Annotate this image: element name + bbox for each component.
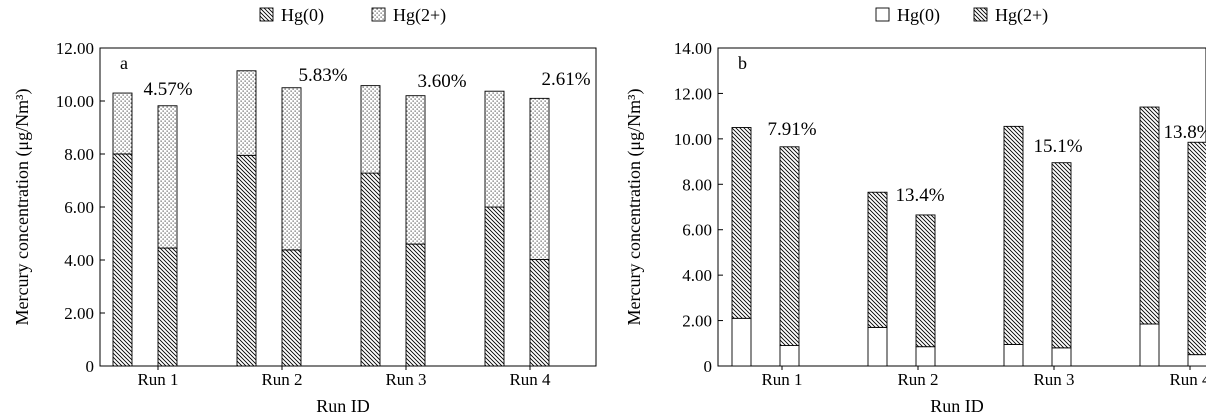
legend: Hg(0) Hg(2+)	[875, 5, 1048, 26]
y-tick-label: 2.00	[64, 304, 94, 323]
y-tick-label: 4.00	[682, 266, 712, 285]
y-tick-label: 0	[704, 357, 713, 376]
bar-segment	[1003, 343, 1024, 367]
y-tick-label: 14.00	[674, 39, 712, 58]
bar-segment	[360, 85, 381, 174]
y-tick-label: 8.00	[64, 145, 94, 164]
bars	[112, 70, 550, 367]
panel-label: b	[738, 53, 747, 73]
y-ticks: 0 2.00 4.00 6.00 8.00 10.00 12.00 Run 1 Run 2 Run…	[56, 39, 551, 389]
bar-segment	[779, 146, 800, 347]
bar-segment	[157, 247, 178, 367]
y-tick-label: 6.00	[64, 198, 94, 217]
y-tick-label: 8.00	[682, 175, 712, 194]
x-tick-label: Run 2	[261, 370, 302, 389]
x-tick-label: Run 3	[385, 370, 426, 389]
bar-segment	[1187, 141, 1206, 356]
bar-segment	[529, 97, 550, 260]
removal-rate-label: 13.8%	[1163, 122, 1206, 143]
legend-swatch	[371, 7, 386, 22]
y-tick-label: 2.00	[682, 312, 712, 331]
annotations: 7.91% 13.4% 15.1% 13.8%	[767, 119, 1206, 206]
bar-segment	[112, 92, 133, 155]
bar-segment	[1003, 125, 1024, 345]
panel-label: a	[120, 53, 128, 73]
y-tick-label: 12.00	[674, 84, 712, 103]
x-tick-label: Run 2	[897, 370, 938, 389]
bar-segment	[867, 326, 888, 367]
chart-panel-b: Hg(0) Hg(2+) 0 2.00 4.00 6.00 8.00 10.00 12.00 1…	[624, 5, 1206, 416]
legend: Hg(0) Hg(2+)	[259, 5, 446, 26]
bar-segment	[731, 127, 752, 319]
x-tick-label: Run 4	[509, 370, 551, 389]
y-tick-label: 12.00	[56, 39, 94, 58]
bar-segment	[484, 206, 505, 367]
legend-label: Hg(2+)	[393, 5, 446, 26]
y-tick-label: 4.00	[64, 251, 94, 270]
bar-segment	[405, 243, 426, 367]
x-axis-label: Run ID	[930, 396, 984, 416]
x-axis-label: Run ID	[316, 396, 370, 416]
removal-rate-label: 5.83%	[298, 65, 347, 86]
y-tick-label: 6.00	[682, 221, 712, 240]
legend-label: Hg(2+)	[995, 5, 1048, 26]
bar-segment	[484, 90, 505, 208]
plot-frame	[717, 47, 1206, 367]
annotations: 4.57% 5.83% 3.60% 2.61%	[143, 65, 590, 100]
bar-segment	[157, 105, 178, 249]
x-tick-label: Run 1	[761, 370, 802, 389]
bar-segment	[281, 87, 302, 251]
removal-rate-label: 13.4%	[895, 185, 944, 206]
y-axis-label: Mercury concentration (μg/Nm³)	[12, 89, 33, 326]
bar-segment	[1139, 323, 1160, 367]
bar-segment	[236, 70, 257, 156]
y-tick-label: 10.00	[674, 130, 712, 149]
legend-label: Hg(0)	[281, 5, 324, 26]
legend-swatch	[875, 7, 890, 22]
bar-segment	[281, 249, 302, 367]
x-tick-label: Run 3	[1033, 370, 1074, 389]
bar-segment	[360, 172, 381, 367]
bar-segment	[1139, 106, 1160, 325]
bar-segment	[529, 259, 550, 367]
x-tick-label: Run 4	[1169, 370, 1206, 389]
bar-segment	[236, 154, 257, 367]
bars	[731, 106, 1206, 367]
bar-segment	[867, 191, 888, 328]
removal-rate-label: 15.1%	[1033, 136, 1082, 157]
removal-rate-label: 3.60%	[417, 71, 466, 92]
x-tick-label: Run 1	[137, 370, 178, 389]
chart-panel-a: Hg(0) Hg(2+) 0 2.00 4.00 6.00 8.00 10.00 12.00 R…	[12, 5, 597, 416]
removal-rate-label: 7.91%	[767, 119, 816, 140]
legend-swatch	[973, 7, 988, 22]
y-tick-label: 10.00	[56, 92, 94, 111]
bar-segment	[1187, 354, 1206, 367]
bar-segment	[1051, 347, 1072, 367]
y-axis-label: Mercury concentration (μg/Nm³)	[624, 89, 645, 326]
y-ticks: 0 2.00 4.00 6.00 8.00 10.00 12.00 14.00 Run 1 Run…	[674, 39, 1206, 389]
bar-segment	[915, 346, 936, 367]
removal-rate-label: 2.61%	[541, 69, 590, 90]
bar-segment	[1051, 162, 1072, 349]
bar-segment	[779, 345, 800, 367]
bar-segment	[915, 214, 936, 348]
bar-segment	[112, 153, 133, 367]
removal-rate-label: 4.57%	[143, 79, 192, 100]
y-tick-label: 0	[86, 357, 95, 376]
axes	[717, 47, 1206, 367]
legend-swatch	[259, 7, 274, 22]
legend-label: Hg(0)	[897, 5, 940, 26]
bar-segment	[405, 95, 426, 245]
bar-segment	[731, 317, 752, 367]
